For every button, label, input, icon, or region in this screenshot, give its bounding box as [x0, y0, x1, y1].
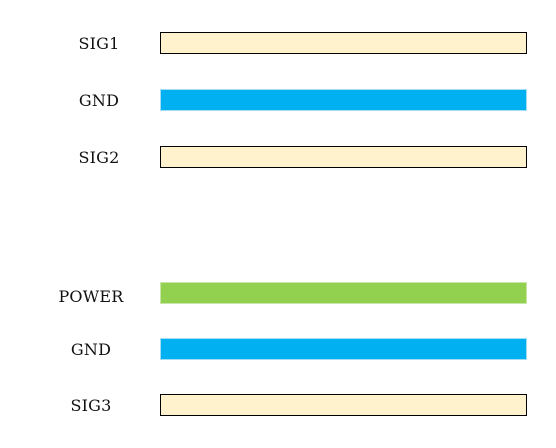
layer-label: GND: [78, 91, 120, 110]
signal-layer-bar: [160, 146, 527, 168]
layer-gnd-bottom: GND: [0, 338, 556, 362]
ground-layer-bar: [160, 338, 527, 360]
layer-gnd-top: GND: [0, 89, 556, 113]
layer-sig3: SIG3: [0, 394, 556, 418]
layer-sig1: SIG1: [0, 32, 556, 56]
layer-label: POWER: [58, 287, 124, 306]
power-layer-bar: [160, 282, 527, 304]
layer-label: GND: [70, 340, 112, 359]
layer-label: SIG2: [78, 148, 120, 167]
signal-layer-bar: [160, 32, 527, 54]
ground-layer-bar: [160, 89, 527, 111]
layer-sig2: SIG2: [0, 146, 556, 170]
signal-layer-bar: [160, 394, 527, 416]
layer-power: POWER: [0, 282, 556, 306]
layer-label: SIG3: [70, 396, 112, 415]
layer-label: SIG1: [78, 34, 120, 53]
